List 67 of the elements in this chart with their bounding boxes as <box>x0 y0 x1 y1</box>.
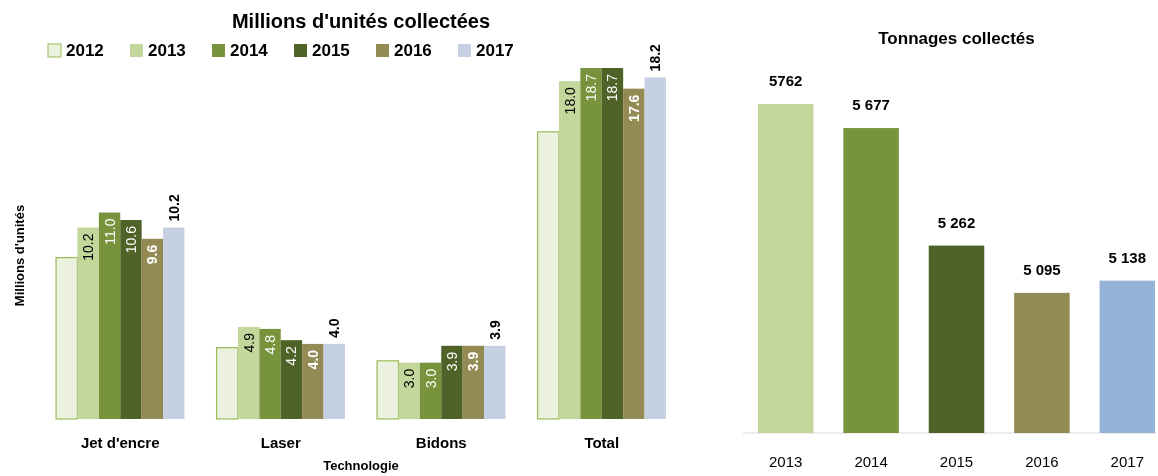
bar <box>302 343 324 419</box>
bar <box>558 81 581 419</box>
data-label: 5 262 <box>937 213 976 231</box>
chart-title: Tonnages collectés <box>878 29 1035 48</box>
bar <box>376 360 400 420</box>
data-label: 3.9 <box>486 320 503 340</box>
data-label: 3.0 <box>401 368 418 389</box>
data-label: 3.9 <box>465 351 482 372</box>
data-label: 18.7 <box>583 73 600 102</box>
data-label: 17.6 <box>625 94 642 122</box>
data-label: 11.0 <box>101 218 118 245</box>
bar <box>580 68 602 419</box>
data-label: 18.0 <box>561 86 578 115</box>
legend-label: 2012 <box>66 41 104 60</box>
data-label: 5 677 <box>852 96 890 114</box>
legend-label: 2015 <box>312 41 350 60</box>
bar <box>215 347 239 420</box>
bar <box>98 212 121 419</box>
x-tick-label: 2015 <box>939 453 974 470</box>
x-tick-label: Laser <box>260 434 301 451</box>
legend-label: 2016 <box>394 41 432 60</box>
x-axis-title: Technologie <box>323 458 399 473</box>
bar <box>323 343 345 419</box>
bar <box>484 345 506 419</box>
bar <box>644 77 666 419</box>
bar <box>280 340 303 419</box>
bar <box>398 362 420 419</box>
x-tick-label: 2017 <box>1110 453 1144 470</box>
bar <box>441 345 463 419</box>
data-label: 10.2 <box>165 194 182 222</box>
data-label: 4.0 <box>326 318 343 338</box>
bar <box>259 328 281 419</box>
bar <box>623 88 645 419</box>
data-label: 10.2 <box>80 233 97 261</box>
data-label: 4.9 <box>240 332 257 353</box>
data-label: 5 138 <box>1108 248 1147 266</box>
x-tick-label: Jet d'encre <box>80 434 160 451</box>
x-tick-label: 2016 <box>1025 453 1059 470</box>
x-tick-label: Total <box>584 434 620 451</box>
bar <box>163 227 185 419</box>
data-label: 3.0 <box>422 368 439 389</box>
bar <box>462 345 485 419</box>
bar <box>120 220 142 419</box>
x-tick-label: 2013 <box>769 453 803 470</box>
data-label: 3.9 <box>443 351 460 372</box>
legend-label: 2014 <box>230 41 269 60</box>
data-label: 4.2 <box>283 345 300 366</box>
data-label: 4.0 <box>304 349 321 370</box>
y-axis-title: Millions d'unités <box>12 204 27 307</box>
bar <box>601 68 624 419</box>
bar <box>141 238 164 419</box>
bar <box>77 227 99 419</box>
data-label: 9.6 <box>144 244 161 265</box>
data-label: 10.6 <box>122 225 139 254</box>
data-label: 5 095 <box>1023 260 1061 278</box>
chart-title: Millions d'unités collectées <box>231 10 491 32</box>
data-label: 4.8 <box>262 334 279 355</box>
bar <box>536 131 560 420</box>
x-tick-label: 2014 <box>854 453 888 470</box>
data-label: 18.2 <box>647 43 664 72</box>
data-label: 5762 <box>769 72 803 89</box>
data-label: 18.7 <box>604 73 621 102</box>
legend-label: 2013 <box>148 41 186 60</box>
legend-label: 2017 <box>476 41 514 60</box>
x-tick-label: Bidons <box>415 434 467 451</box>
bar <box>237 327 260 419</box>
bar <box>55 256 79 420</box>
